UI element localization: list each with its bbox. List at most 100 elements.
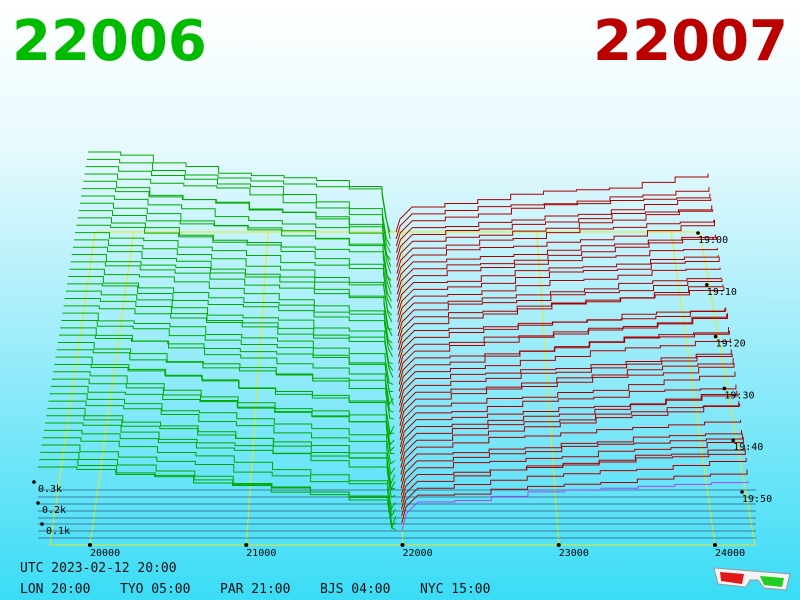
time-tick-label: 19:20 <box>716 339 746 350</box>
bid-depth-line <box>42 437 396 511</box>
bid-depth-line <box>71 254 392 330</box>
city-clock: BJS 04:00 <box>320 582 390 597</box>
bid-depth-line <box>88 151 391 233</box>
ask-depth-line <box>401 481 749 531</box>
price-tick-label: 20000 <box>90 548 120 559</box>
ask-depth-line <box>398 338 731 399</box>
price-grid-line <box>89 231 135 546</box>
volume-tick <box>32 480 36 484</box>
ask-depth-line <box>397 256 720 316</box>
price-tick-label: 24000 <box>715 548 745 559</box>
time-tick-label: 19:40 <box>733 442 763 453</box>
bid-depth-line <box>44 422 396 490</box>
ask-depth-line <box>397 278 723 337</box>
bid-depth-line <box>38 466 397 531</box>
bid-depth-line <box>63 305 394 378</box>
bid-depth-line <box>76 224 392 302</box>
city-clock: PAR 21:00 <box>220 582 290 597</box>
ask-depth-line <box>395 173 709 233</box>
city-clock: TYO 05:00 <box>120 582 190 597</box>
ask-depth-line <box>399 384 737 441</box>
ask-depth-line <box>396 247 718 302</box>
floor-frame <box>49 231 756 546</box>
time-tick <box>696 231 700 235</box>
price-tick <box>88 543 92 547</box>
bid-depth-line <box>86 158 391 240</box>
bid-depth-line <box>84 173 391 254</box>
ask-depth-line <box>397 284 724 344</box>
city-clock: NYC 15:00 <box>420 582 490 597</box>
bid-depth-line <box>55 356 395 437</box>
ask-depth-line <box>397 267 721 323</box>
bid-depth-line <box>78 210 392 288</box>
ask-depth-line <box>399 349 732 406</box>
bid-depth-line <box>70 261 393 337</box>
volume-tick-label: 0.1k <box>46 526 70 537</box>
ask-depth-line <box>396 236 717 295</box>
ask-depth-line <box>400 401 740 461</box>
bid-depth-line <box>75 232 392 309</box>
bid-depth-line <box>61 319 394 392</box>
ask-depth-line <box>399 363 735 427</box>
ask-depth-line <box>400 430 742 482</box>
bid-depth-line <box>50 385 395 455</box>
bid-depth-line <box>67 283 393 357</box>
ask-depth-line <box>395 198 712 253</box>
bid-depth-line <box>65 290 393 365</box>
time-tick-label: 19:00 <box>698 235 728 246</box>
time-tick <box>731 438 735 443</box>
volume-tick <box>40 522 44 526</box>
bid-depth-line <box>54 363 395 435</box>
ask-depth-line <box>400 433 743 489</box>
ask-depth-line <box>397 286 725 350</box>
axis-labels: 20000 21000 22000 23000 24000 0.3k 0.2k 0.1k 19:… <box>32 231 772 559</box>
depth-lines <box>38 151 749 531</box>
ask-depth-line <box>398 330 730 392</box>
ask-depth-line <box>399 353 733 413</box>
ask-depth-line <box>400 437 744 496</box>
time-tick-label: 19:10 <box>707 287 737 298</box>
bid-depth-line <box>56 349 394 420</box>
price-tick-label: 23000 <box>559 548 589 559</box>
bid-depth-line <box>69 268 393 344</box>
floor <box>38 231 756 546</box>
time-tick <box>705 283 709 287</box>
bid-depth-line <box>81 195 392 274</box>
ask-depth-line <box>399 390 738 447</box>
volume-tick <box>36 501 40 505</box>
ask-depth-line <box>400 420 742 475</box>
bid-depth-line <box>58 334 394 406</box>
ask-depth-line <box>401 458 747 517</box>
bid-depth-line <box>68 276 393 351</box>
price-grid-line <box>536 231 560 546</box>
ask-depth-line <box>396 205 713 260</box>
price-tick <box>400 543 405 547</box>
time-tick <box>722 386 727 391</box>
time-tick-label: 19:50 <box>742 494 772 505</box>
bid-depth-line <box>41 444 397 518</box>
ask-depth-line <box>398 313 729 378</box>
price-tick <box>244 543 249 547</box>
ask-depth-line <box>398 307 727 364</box>
ask-price: 22007 <box>593 9 788 74</box>
3d-glasses-icon <box>713 567 791 591</box>
volume-tick-label: 0.3k <box>38 484 62 495</box>
price-tick <box>713 543 717 547</box>
price-grid-line <box>670 231 716 546</box>
city-clock: LON 20:00 <box>20 582 90 597</box>
time-tick <box>713 334 718 339</box>
time-tick <box>740 490 744 494</box>
ask-depth-line <box>399 371 736 434</box>
bid-depth-line <box>85 166 391 247</box>
time-tick-label: 19:30 <box>724 390 754 401</box>
ask-depth-line <box>400 403 741 468</box>
ask-depth-line <box>395 187 710 240</box>
ask-depth-line <box>396 220 715 274</box>
bid-depth-line <box>60 327 394 406</box>
ask-depth-line <box>401 448 746 510</box>
ask-depth-line <box>395 193 711 247</box>
price-tick-label: 21000 <box>246 548 276 559</box>
ask-depth-line <box>396 219 716 281</box>
